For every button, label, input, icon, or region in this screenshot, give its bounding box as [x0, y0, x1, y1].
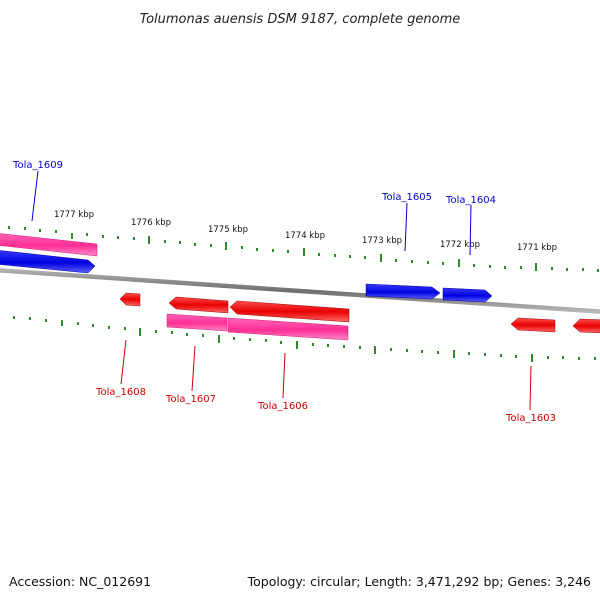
- leader-tola-1604: [469, 204, 472, 256]
- leader-tola-1605: [404, 202, 408, 252]
- outer-tick-ring: [8, 226, 599, 272]
- leader-tola-1607: [191, 345, 196, 392]
- leader-tola-1609: [31, 170, 39, 222]
- reverse-genes: [119, 292, 600, 341]
- gene-feature-blue-left[interactable]: [0, 250, 96, 274]
- genome-summary-text: Topology: circular; Length: 3,471,292 bp…: [247, 574, 591, 589]
- gene-feature-tola-1603[interactable]: [510, 317, 556, 333]
- map-title: Tolumonas auensis DSM 9187, complete gen…: [140, 12, 461, 27]
- gene-label-tola-1607[interactable]: Tola_1607: [165, 394, 216, 405]
- leader-tola-1606: [282, 352, 286, 399]
- tick-label-1772: 1772 kbp: [440, 240, 480, 250]
- gene-feature-tola-1606-red[interactable]: [229, 300, 350, 323]
- gene-feature-tola-1608[interactable]: [119, 292, 141, 307]
- gene-feature-tola-1607-red[interactable]: [168, 296, 229, 314]
- tick-label-1776: 1776 kbp: [131, 218, 171, 228]
- leader-tola-1608: [120, 339, 127, 385]
- gene-feature-pink-upper[interactable]: [0, 233, 98, 257]
- accession-text: Accession: NC_012691: [9, 574, 151, 589]
- gene-feature-right-edge[interactable]: [572, 318, 600, 334]
- genome-backbone: [0, 268, 600, 314]
- tick-labels: 1777 kbp 1776 kbp 1775 kbp 1774 kbp 1773…: [54, 210, 557, 253]
- tick-label-1777: 1777 kbp: [54, 210, 94, 220]
- gene-label-tola-1605[interactable]: Tola_1605: [381, 192, 432, 203]
- gene-label-tola-1609[interactable]: Tola_1609: [12, 160, 63, 171]
- label-leaders: [31, 170, 532, 411]
- gene-feature-tola-1606-pink[interactable]: [227, 317, 349, 341]
- gene-label-tola-1604[interactable]: Tola_1604: [445, 195, 496, 206]
- inner-tick-ring: [13, 316, 596, 362]
- leader-tola-1603: [529, 365, 532, 411]
- tick-label-1775: 1775 kbp: [208, 225, 248, 235]
- gene-feature-tola-1607-pink[interactable]: [166, 313, 228, 332]
- gene-labels: Tola_1609 Tola_1605 Tola_1604 Tola_1608 …: [12, 160, 556, 424]
- gene-feature-tola-1604[interactable]: [442, 287, 493, 303]
- tick-label-1774: 1774 kbp: [285, 231, 325, 241]
- gene-feature-tola-1605[interactable]: [365, 283, 441, 300]
- gene-label-tola-1606[interactable]: Tola_1606: [257, 401, 308, 412]
- forward-genes: [0, 233, 493, 303]
- tick-label-1771: 1771 kbp: [517, 243, 557, 253]
- tick-label-1773: 1773 kbp: [362, 236, 402, 246]
- gene-label-tola-1608[interactable]: Tola_1608: [95, 387, 146, 398]
- gene-label-tola-1603[interactable]: Tola_1603: [505, 413, 556, 424]
